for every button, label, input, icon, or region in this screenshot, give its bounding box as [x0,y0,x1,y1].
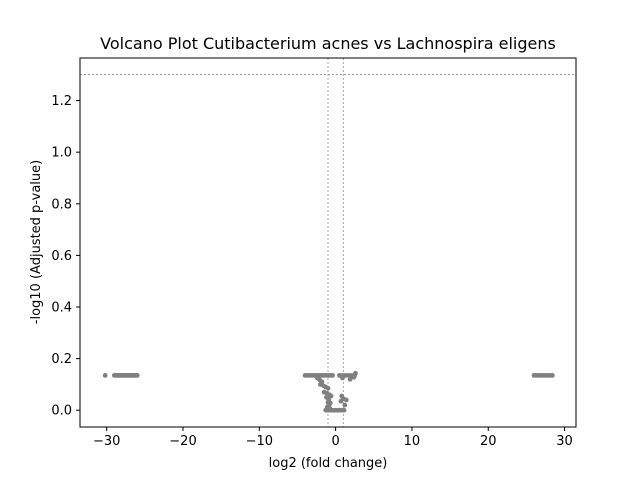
data-point [102,372,108,378]
x-tick-label: 20 [480,434,497,449]
data-point [343,397,349,403]
plot-area [80,58,576,427]
chart-title: Volcano Plot Cutibacterium acnes vs Lach… [100,34,556,53]
x-tick-label: −30 [93,434,120,449]
data-point [338,398,344,404]
x-tick-label: 10 [404,434,421,449]
y-tick-label: 0.2 [51,352,72,367]
data-point [134,372,140,378]
data-point [347,376,353,382]
y-tick-label: 0.0 [51,404,72,419]
data-point [352,372,358,378]
y-tick-label: 0.8 [51,197,72,212]
data-point [549,372,555,378]
x-tick-label: 30 [556,434,573,449]
y-tick-label: 1.0 [51,146,72,161]
data-point [325,385,331,391]
y-tick-label: 0.4 [51,301,72,316]
x-axis: −30 −20 −10 0 10 20 30 [93,427,573,449]
data-point [342,402,348,408]
x-tick-label: −20 [169,434,196,449]
y-axis-label: -log10 (Adjusted p-value) [29,160,44,324]
data-point [328,393,334,399]
y-tick-label: 1.2 [51,94,72,109]
x-axis-label: log2 (fold change) [269,456,388,471]
data-point [341,407,347,413]
x-tick-label: −10 [246,434,273,449]
y-tick-label: 0.6 [51,249,72,264]
data-point [330,372,335,378]
y-axis: 0.0 0.2 0.4 0.6 0.8 1.0 1.2 [51,94,80,419]
x-tick-label: 0 [331,434,339,449]
plot-frame [79,57,577,428]
